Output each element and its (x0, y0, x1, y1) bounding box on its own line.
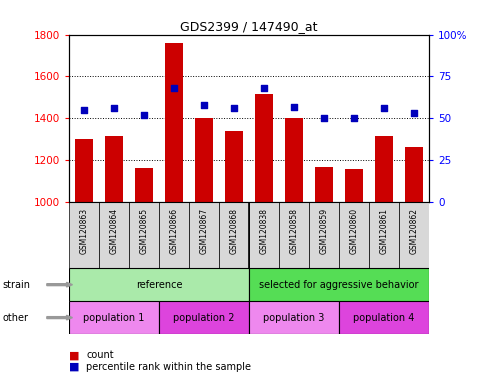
Point (350, 115, 358, 121)
Bar (165, 43, 183, 202)
Bar (249, 301, 339, 334)
Text: count: count (86, 350, 114, 360)
Bar (315, 167, 333, 202)
Bar (345, 169, 363, 202)
Point (110, 105, 118, 111)
Text: population 3: population 3 (263, 313, 324, 323)
Text: GSM120866: GSM120866 (170, 208, 178, 254)
Bar (249, 202, 279, 268)
Text: percentile rank within the sample: percentile rank within the sample (86, 362, 251, 372)
Point (140, 112, 148, 118)
Point (410, 110, 418, 116)
Bar (159, 202, 189, 268)
Bar (99, 202, 129, 268)
Text: strain: strain (2, 280, 31, 290)
Text: population 1: population 1 (83, 313, 144, 323)
Text: GSM120859: GSM120859 (319, 208, 328, 254)
Bar (225, 131, 243, 202)
Text: GSM120865: GSM120865 (140, 208, 148, 254)
Bar (189, 202, 219, 268)
Text: selected for aggressive behavior: selected for aggressive behavior (259, 280, 419, 290)
Bar (339, 202, 369, 268)
Bar (75, 139, 93, 202)
Text: GSM120860: GSM120860 (350, 208, 358, 254)
Text: population 2: population 2 (173, 313, 235, 323)
Bar (69, 202, 99, 268)
Text: ■: ■ (69, 350, 79, 360)
Text: GSM120838: GSM120838 (259, 208, 269, 253)
Text: GSM120863: GSM120863 (79, 208, 89, 254)
Point (170, 85, 178, 91)
Title: GDS2399 / 147490_at: GDS2399 / 147490_at (180, 20, 317, 33)
Bar (249, 268, 429, 301)
Bar (129, 202, 159, 268)
Point (200, 102, 208, 108)
Bar (69, 268, 249, 301)
Bar (279, 202, 309, 268)
Bar (69, 301, 159, 334)
Bar (405, 147, 423, 202)
Text: GSM120868: GSM120868 (229, 208, 239, 253)
Text: GSM120864: GSM120864 (109, 208, 118, 254)
Bar (285, 118, 303, 202)
Text: ■: ■ (69, 362, 79, 372)
Point (260, 85, 268, 91)
Text: GSM120862: GSM120862 (409, 208, 419, 253)
Bar (159, 301, 249, 334)
Point (80, 107, 88, 113)
Text: GSM120867: GSM120867 (200, 208, 209, 254)
Bar (105, 136, 123, 202)
Bar (255, 94, 273, 202)
Bar (135, 168, 153, 202)
Point (230, 105, 238, 111)
Bar (219, 202, 249, 268)
Bar (339, 301, 429, 334)
Bar (195, 118, 213, 202)
Bar (309, 202, 339, 268)
Text: reference: reference (136, 280, 182, 290)
Bar (399, 202, 429, 268)
Text: GSM120858: GSM120858 (289, 208, 298, 253)
Bar (375, 136, 393, 202)
Text: population 4: population 4 (353, 313, 415, 323)
Point (380, 105, 388, 111)
Point (290, 104, 298, 110)
Bar (369, 202, 399, 268)
Text: GSM120861: GSM120861 (380, 208, 388, 253)
Point (320, 115, 328, 121)
Text: other: other (2, 313, 29, 323)
